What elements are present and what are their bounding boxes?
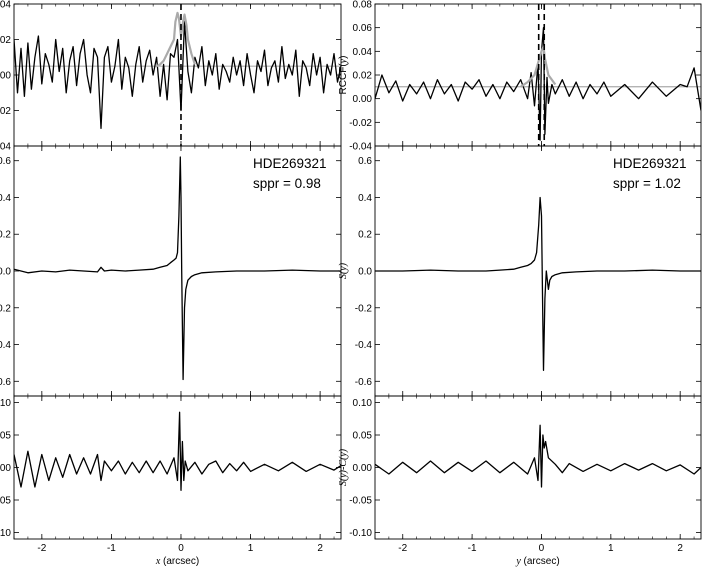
y-axis-label: S(y) <box>338 262 349 279</box>
y-tick-label: 0.00 <box>0 71 11 82</box>
y-tick-label: 0.04 <box>0 0 11 11</box>
y-tick-label: 0.4 <box>358 193 372 204</box>
panel-left-s: -0.6-0.4-0.20.00.20.40.6S(x)HDE269321spp… <box>0 145 342 397</box>
y-tick-label: -0.02 <box>349 118 372 129</box>
y-tick-label: 0.02 <box>353 71 373 82</box>
y-tick-label: 0.6 <box>358 156 372 167</box>
star-name-annotation: HDE269321 <box>613 156 687 171</box>
series-line-left-residual-0 <box>14 411 341 491</box>
y-tick-label: -0.10 <box>0 528 11 539</box>
y-tick-label: -0.04 <box>349 142 372 153</box>
series-line-left-s-0 <box>14 156 341 381</box>
series-line-left-rccf-0 <box>14 21 341 129</box>
y-tick-label: 0.00 <box>0 463 11 474</box>
series-line-right-s-0 <box>375 196 701 371</box>
y-tick-label: -0.4 <box>355 340 373 351</box>
y-tick-label: -0.10 <box>349 528 372 539</box>
y-tick-label: 0.00 <box>353 463 373 474</box>
sppr-annotation: sppr = 1.02 <box>613 176 681 191</box>
y-tick-label: -0.05 <box>349 496 372 507</box>
series-line-right-residual-0 <box>375 424 701 488</box>
y-tick-label: 0.08 <box>353 0 373 11</box>
x-tick-label: -1 <box>107 543 116 554</box>
panel-left-rccf: -0.04-0.020.000.020.04RCCF(x) <box>0 0 342 153</box>
y-tick-label: 0.05 <box>353 431 373 442</box>
y-tick-label: -0.04 <box>0 142 11 153</box>
y-axis-label: S(y)-C(y) <box>338 448 349 486</box>
y-tick-label: 0.0 <box>0 267 11 278</box>
y-tick-label: 0.10 <box>0 398 11 409</box>
y-tick-label: -0.4 <box>0 340 11 351</box>
y-tick-label: 0.00 <box>353 94 373 105</box>
y-tick-label: -0.2 <box>0 303 11 314</box>
y-tick-label: -0.2 <box>355 303 373 314</box>
x-tick-label: 2 <box>317 543 323 554</box>
sppr-annotation: sppr = 0.98 <box>253 176 321 191</box>
panel-right-rccf: -0.04 -0.02 0.00 0.02 0.04 0.06 0.08 RCCF(y) <box>338 0 702 153</box>
y-tick-label: -0.6 <box>0 377 11 388</box>
y-tick-label: 0.05 <box>0 431 11 442</box>
y-tick-label: 0.0 <box>358 267 372 278</box>
y-tick-label: 0.6 <box>0 156 11 167</box>
y-tick-label: -0.05 <box>0 496 11 507</box>
x-tick-label: -2 <box>37 543 46 554</box>
x-tick-label: 2 <box>677 543 683 554</box>
y-tick-label: -0.6 <box>355 377 373 388</box>
x-axis-label: x (arcsec) <box>155 556 199 567</box>
x-tick-label: 0 <box>178 543 184 554</box>
series-line-left-rccf-1 <box>156 11 196 68</box>
y-tick-label: 0.04 <box>353 47 373 58</box>
y-tick-label: 0.02 <box>0 35 11 46</box>
star-name-annotation: HDE269321 <box>253 156 327 171</box>
x-tick-label: -2 <box>398 543 407 554</box>
panel-right-residual: -0.10 -0.05 0.00 0.05 0.10 -2 -1 0 1 2 y (arcsec) S… <box>338 395 702 567</box>
y-tick-label: 0.2 <box>358 230 372 241</box>
x-tick-label: 1 <box>608 543 614 554</box>
x-axis-label: y (arcsec) <box>515 556 559 567</box>
series-line-right-rccf-1 <box>520 45 557 88</box>
y-axis-label: RCCF(y) <box>338 56 349 95</box>
y-tick-label: 0.06 <box>353 23 373 34</box>
x-tick-label: 0 <box>539 543 545 554</box>
x-tick-label: -1 <box>468 543 477 554</box>
x-tick-label: 1 <box>248 543 254 554</box>
y-tick-label: 0.2 <box>0 230 11 241</box>
series-line-right-rccf-0 <box>375 27 701 141</box>
y-tick-label: 0.4 <box>0 193 11 204</box>
y-tick-label: 0.10 <box>353 398 373 409</box>
y-tick-label: -0.02 <box>0 106 11 117</box>
panel-right-s: -0.6 -0.4 -0.2 0.0 0.2 0.4 0.6 S(y) HDE269321 spp… <box>338 145 702 397</box>
